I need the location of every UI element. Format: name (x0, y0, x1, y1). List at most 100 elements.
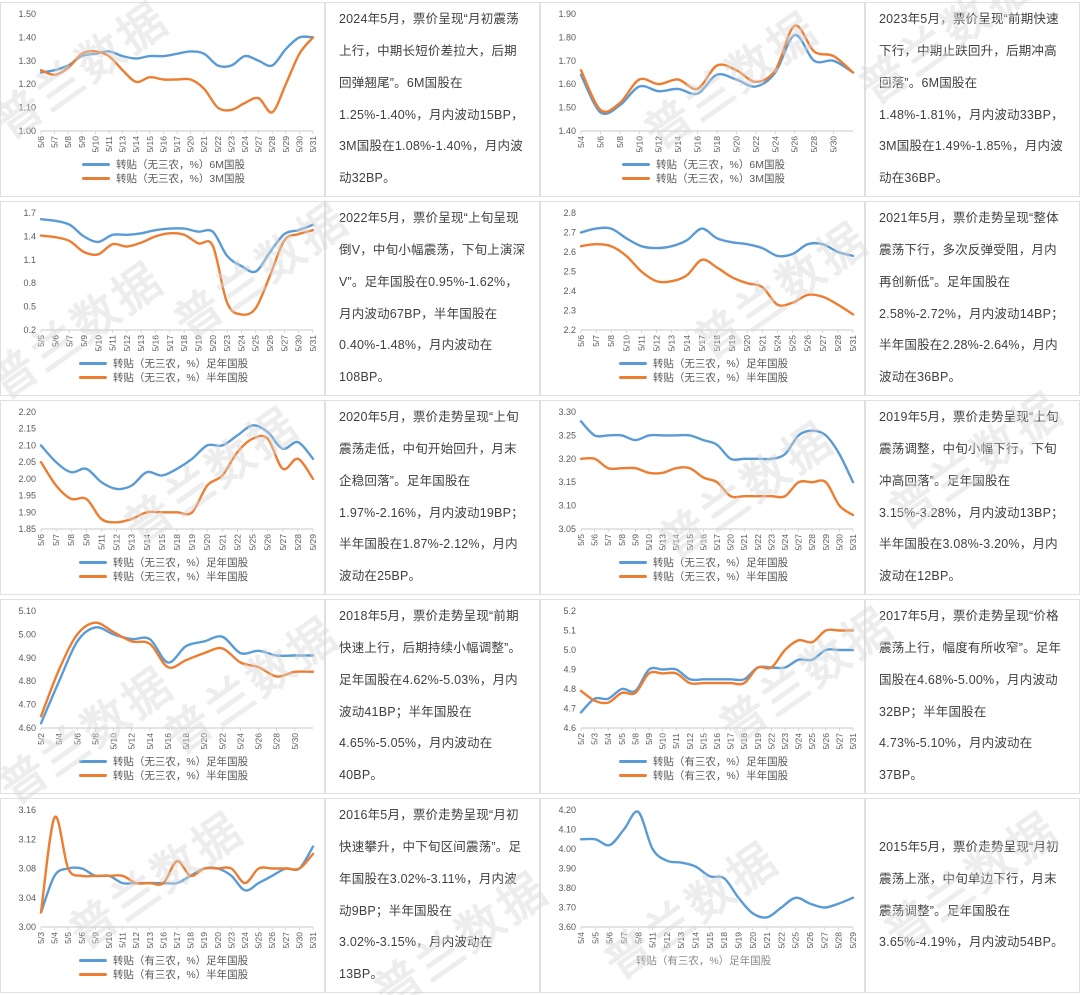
svg-text:5/30: 5/30 (294, 932, 304, 949)
legend-item: 转贴（无三农，%）3M国股 (622, 171, 785, 185)
svg-text:5/26: 5/26 (267, 932, 277, 949)
svg-text:5/9: 5/9 (630, 534, 640, 546)
svg-text:1.00: 1.00 (18, 126, 36, 136)
legend-item: 转贴（无三农，%）半年国股 (618, 370, 789, 384)
svg-text:5/6: 5/6 (576, 335, 586, 347)
svg-text:5/24: 5/24 (770, 136, 780, 153)
svg-text:5/22: 5/22 (217, 733, 227, 750)
legend-label: 转贴（无三农，%）半年国股 (652, 371, 789, 384)
commentary-text: 2018年5月，票价走势呈现“前期快速上行，后期持续小幅调整”。足年国股在4.6… (339, 608, 522, 783)
svg-text:5/22: 5/22 (750, 136, 760, 153)
svg-text:5/23: 5/23 (780, 733, 790, 750)
svg-text:1.90: 1.90 (558, 9, 576, 19)
svg-text:1.1: 1.1 (23, 255, 36, 265)
svg-text:5/4: 5/4 (603, 733, 613, 745)
svg-text:5/19: 5/19 (199, 932, 209, 949)
svg-text:5/10: 5/10 (104, 932, 114, 949)
svg-text:5/18: 5/18 (739, 733, 749, 750)
svg-text:0.5: 0.5 (23, 302, 36, 312)
svg-text:5/13: 5/13 (144, 932, 154, 949)
svg-text:5/29: 5/29 (308, 534, 318, 551)
svg-text:5/5: 5/5 (63, 932, 73, 944)
svg-text:5/20: 5/20 (207, 335, 217, 352)
svg-text:5/7: 5/7 (51, 534, 61, 546)
svg-text:5/11: 5/11 (107, 335, 117, 351)
line-chart: 1.7 1.4 1.1 0.8 0.5 0.25/5 5/6 5/7 5/9 5/10 5/11 5/… (23, 208, 318, 352)
svg-text:5/18: 5/18 (181, 733, 191, 750)
svg-text:5/27: 5/27 (793, 534, 803, 551)
svg-text:1.85: 1.85 (18, 524, 36, 534)
legend-label: 转贴（无三农，%）半年国股 (112, 769, 249, 782)
svg-text:5/20: 5/20 (202, 534, 212, 551)
chart-legend: 转贴（无三农，%）6M国股 转贴（无三农，%）3M国股 (622, 157, 785, 185)
svg-text:2.7: 2.7 (563, 228, 576, 238)
legend-line-swatch-icon (618, 560, 647, 564)
line-chart: 2.20 2.15 2.10 2.05 2.00 1.95 1.90 1.855/6 5/7 5/… (18, 407, 318, 551)
commentary-text: 2016年5月，票价走势呈现“月初快速攀升，中下旬区间震荡”。足年国股在3.02… (339, 807, 522, 982)
svg-text:1.7: 1.7 (23, 208, 36, 218)
svg-text:2.05: 2.05 (18, 457, 36, 467)
legend-label: 转贴（有三农，%）足年国股 (112, 954, 249, 967)
commentary-cell: 2016年5月，票价走势呈现“月初快速攀升，中下旬区间震荡”。足年国股在3.02… (325, 798, 540, 993)
svg-text:4.80: 4.80 (18, 676, 36, 686)
chart-legend: 转贴（无三农，%）6M国股 转贴（无三农，%）3M国股 (82, 157, 245, 185)
svg-text:5/6: 5/6 (589, 534, 599, 546)
svg-text:5/14: 5/14 (681, 335, 691, 352)
legend-label: 转贴（有三农，%）半年国股 (112, 968, 249, 981)
legend-line-swatch-icon (78, 574, 107, 578)
svg-text:5/13: 5/13 (126, 534, 136, 551)
svg-text:5/4: 5/4 (54, 733, 64, 745)
line-chart: 1.90 1.80 1.70 1.60 1.50 1.405/4 5/6 5/8 5/10 5/1… (558, 9, 854, 153)
svg-text:5/14: 5/14 (131, 136, 141, 153)
commentary-text: 2021年5月，票价走势呈现“整体震荡下行，多次反弹受阻，月内再创新低”。足年国… (879, 210, 1064, 385)
svg-text:5/12: 5/12 (111, 534, 121, 551)
svg-text:5/25: 5/25 (787, 335, 797, 352)
svg-text:5/31: 5/31 (308, 932, 318, 949)
svg-text:2.4: 2.4 (563, 286, 576, 296)
svg-text:5/14: 5/14 (144, 733, 154, 750)
svg-text:5/24: 5/24 (240, 932, 250, 949)
svg-text:5/12: 5/12 (661, 932, 671, 949)
svg-text:5/6: 5/6 (36, 534, 46, 546)
svg-text:3.90: 3.90 (558, 864, 576, 874)
legend-line-swatch-icon (622, 162, 651, 166)
svg-text:3.60: 3.60 (558, 922, 576, 932)
svg-text:5.00: 5.00 (18, 629, 36, 639)
legend-item: 转贴（无三农，%）足年国股 (78, 356, 248, 370)
svg-text:5/13: 5/13 (657, 534, 667, 551)
svg-text:5/21: 5/21 (762, 932, 772, 949)
svg-text:2.8: 2.8 (563, 208, 576, 218)
legend-line-swatch-icon (618, 361, 647, 365)
svg-text:4.6: 4.6 (563, 723, 576, 733)
svg-text:5/31: 5/31 (308, 136, 318, 153)
svg-text:5/12: 5/12 (126, 733, 136, 750)
svg-text:5/23: 5/23 (226, 932, 236, 949)
svg-text:5/26: 5/26 (802, 335, 812, 352)
svg-text:5/12: 5/12 (121, 335, 131, 352)
svg-text:5/10: 5/10 (621, 335, 631, 352)
svg-text:4.70: 4.70 (18, 700, 36, 710)
svg-text:5/15: 5/15 (144, 136, 154, 153)
svg-text:5/17: 5/17 (172, 932, 182, 949)
chart-legend: 转贴（有三农，%）足年国股 转贴（有三农，%）半年国股 (78, 953, 249, 981)
svg-text:5/8: 5/8 (614, 136, 624, 148)
svg-text:5/8: 5/8 (616, 534, 626, 546)
svg-text:5/27: 5/27 (279, 335, 289, 352)
svg-text:5/11: 5/11 (96, 534, 106, 550)
svg-text:0.8: 0.8 (23, 278, 36, 288)
svg-text:2.20: 2.20 (18, 407, 36, 417)
svg-text:5/20: 5/20 (731, 136, 741, 153)
legend-item: 转贴（无三农，%）6M国股 (622, 157, 785, 171)
svg-text:5/19: 5/19 (752, 733, 762, 750)
svg-text:5/14: 5/14 (141, 534, 151, 551)
svg-text:1.50: 1.50 (18, 9, 36, 19)
legend-line-swatch-icon (78, 375, 107, 379)
svg-text:5/20: 5/20 (199, 733, 209, 750)
legend-item: 转贴（有三农，%）半年国股 (618, 768, 788, 782)
svg-text:4.60: 4.60 (18, 723, 36, 733)
svg-text:5/17: 5/17 (725, 733, 735, 750)
svg-text:5.10: 5.10 (18, 606, 36, 616)
legend-item: 转贴（无三农，%）足年国股 (78, 754, 248, 768)
svg-text:5/15: 5/15 (698, 733, 708, 750)
svg-text:5/6: 5/6 (50, 335, 60, 347)
